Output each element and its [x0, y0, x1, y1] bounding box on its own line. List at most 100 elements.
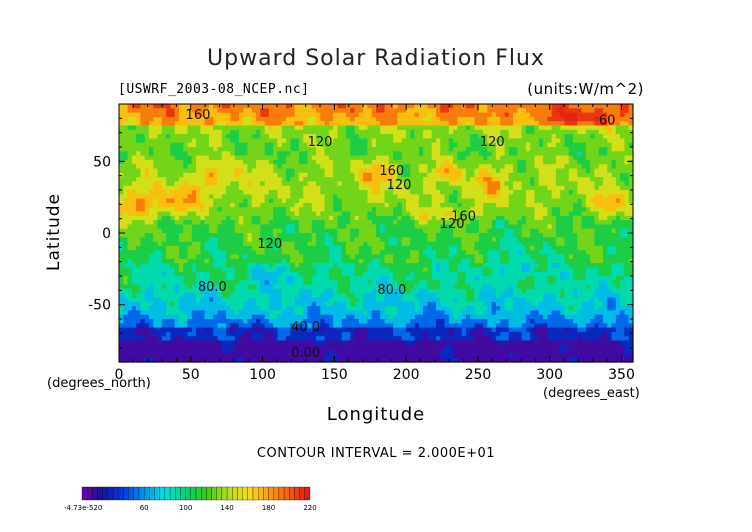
heatmap-cell — [444, 327, 450, 333]
heatmap-cell — [217, 336, 223, 342]
heatmap-cell — [461, 177, 467, 182]
heatmap-cell — [380, 353, 386, 359]
heatmap-cell — [427, 104, 433, 109]
heatmap-cell — [371, 254, 377, 260]
heatmap-cell — [298, 142, 304, 148]
heatmap-cell — [238, 202, 244, 208]
heatmap-cell — [136, 168, 142, 174]
heatmap-cell — [234, 211, 240, 217]
heatmap-cell — [264, 224, 270, 230]
heatmap-cell — [290, 284, 296, 290]
heatmap-cell — [316, 340, 321, 346]
heatmap-cell — [384, 267, 390, 273]
heatmap-cell — [148, 344, 154, 350]
heatmap-cell — [144, 340, 150, 346]
heatmap-cell — [277, 271, 283, 277]
heatmap-cell — [346, 276, 351, 281]
heatmap-cell — [119, 207, 124, 213]
heatmap-cell — [435, 340, 441, 346]
heatmap-cell — [401, 344, 407, 350]
heatmap-cell — [418, 134, 424, 139]
heatmap-cell — [277, 224, 283, 230]
heatmap-cell — [457, 190, 463, 195]
heatmap-cell — [376, 349, 381, 354]
heatmap-cell — [191, 349, 197, 354]
heatmap-cell — [384, 159, 390, 165]
heatmap-cell — [277, 194, 283, 200]
heatmap-cell — [448, 353, 454, 359]
heatmap-cell — [140, 155, 146, 161]
heatmap-cell — [350, 121, 356, 127]
heatmap-cell — [157, 237, 163, 243]
heatmap-cell — [367, 138, 373, 144]
heatmap-cell — [448, 198, 454, 204]
heatmap-cell — [200, 254, 206, 260]
heatmap-cell — [448, 134, 454, 139]
heatmap-cell — [405, 125, 411, 131]
heatmap-cell — [204, 194, 210, 200]
heatmap-cell — [457, 267, 463, 273]
heatmap-cell — [380, 237, 386, 243]
heatmap-cell — [457, 284, 463, 290]
heatmap-cell — [410, 306, 416, 311]
heatmap-cell — [431, 301, 437, 307]
heatmap-cell — [256, 108, 261, 114]
heatmap-cell — [307, 297, 313, 303]
heatmap-cell — [405, 271, 411, 277]
heatmap-cell — [243, 331, 249, 337]
heatmap-cell — [264, 245, 270, 251]
heatmap-cell — [346, 288, 351, 294]
heatmap-cell — [427, 293, 433, 299]
heatmap-cell — [148, 349, 154, 354]
heatmap-cell — [140, 306, 146, 311]
heatmap-cell — [217, 297, 223, 303]
heatmap-cell — [328, 220, 334, 225]
heatmap-cell — [200, 220, 206, 225]
heatmap-cell — [457, 336, 463, 342]
heatmap-cell — [470, 331, 476, 337]
heatmap-cell — [238, 185, 244, 191]
heatmap-cell — [268, 263, 274, 268]
heatmap-cell — [337, 344, 343, 350]
heatmap-cell — [354, 104, 360, 109]
heatmap-cell — [161, 306, 167, 311]
heatmap-cell — [371, 319, 377, 324]
heatmap-cell — [376, 194, 381, 200]
heatmap-cell — [397, 284, 403, 290]
heatmap-cell — [217, 147, 223, 152]
heatmap-cell — [234, 220, 240, 225]
heatmap-cell — [251, 224, 257, 230]
heatmap-cell — [397, 224, 403, 230]
heatmap-cell — [341, 155, 347, 161]
heatmap-cell — [453, 245, 458, 251]
heatmap-cell — [333, 108, 339, 114]
heatmap-cell — [148, 293, 154, 299]
heatmap-cell — [393, 357, 399, 363]
heatmap-cell — [371, 164, 377, 170]
heatmap-cell — [380, 323, 386, 329]
heatmap-cell — [140, 172, 146, 178]
heatmap-cell — [251, 280, 257, 286]
heatmap-cell — [337, 267, 343, 273]
heatmap-cell — [187, 336, 193, 342]
heatmap-cell — [191, 164, 197, 170]
heatmap-cell — [251, 340, 257, 346]
heatmap-cell — [178, 306, 184, 311]
heatmap-cell — [371, 327, 377, 333]
heatmap-cell — [268, 172, 274, 178]
heatmap-cell — [131, 233, 137, 238]
heatmap-cell — [431, 181, 437, 187]
heatmap-cell — [161, 293, 167, 299]
heatmap-cell — [221, 121, 227, 127]
heatmap-cell — [131, 125, 137, 131]
heatmap-cell — [243, 181, 249, 187]
heatmap-cell — [311, 177, 317, 182]
heatmap-cell — [277, 233, 283, 238]
heatmap-cell — [170, 288, 176, 294]
heatmap-cell — [341, 104, 347, 109]
heatmap-cell — [440, 190, 446, 195]
heatmap-cell — [303, 293, 309, 299]
heatmap-cell — [465, 327, 471, 333]
units-label: (units:W/m^2) — [527, 80, 644, 98]
